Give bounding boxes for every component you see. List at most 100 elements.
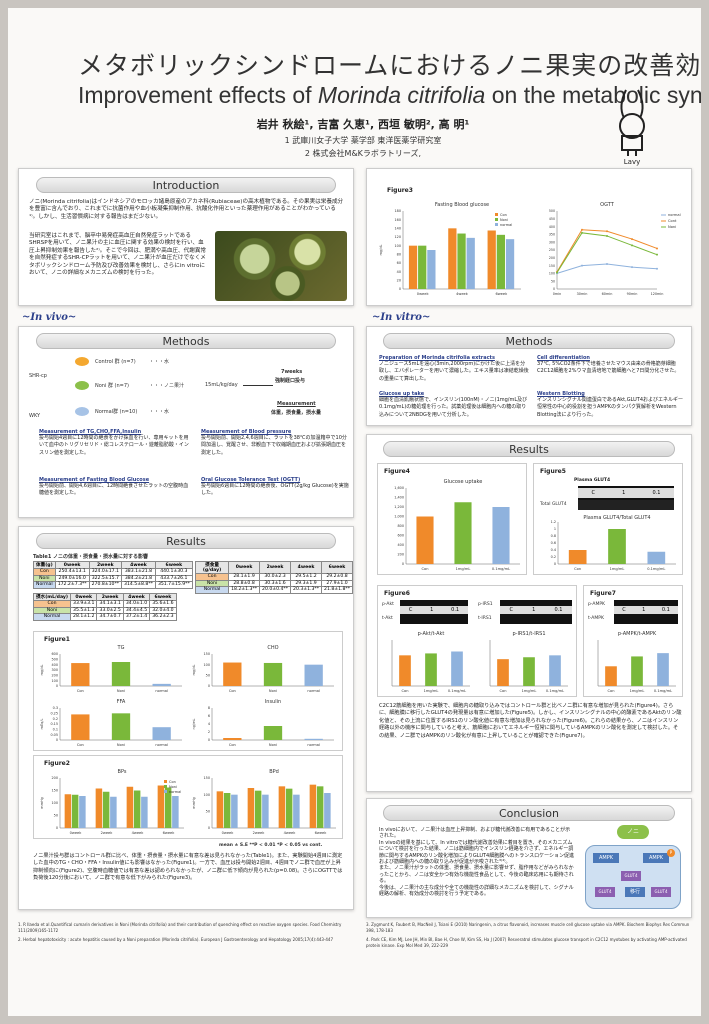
table-cell: 28.1±1.2 <box>70 613 98 621</box>
table-header-cell: 0week <box>228 561 261 574</box>
conclusion-text-3: また、ノニ果汁がラットの体重、摂食量、摂水量に影響せず、脂作用などがみられなかっ… <box>379 865 574 885</box>
bar <box>278 786 286 828</box>
bar <box>254 790 262 828</box>
bar <box>223 793 231 828</box>
y-tick-label: 0 <box>554 562 556 566</box>
mean-note: mean ± S.E **P < 0.01 *P < 0.05 vs cont. <box>219 843 323 848</box>
treat-control: ・・・水 <box>149 359 170 365</box>
introduction-panel: Introduction ノニ(Morinda citrifolia)はインドネ… <box>18 168 354 306</box>
data-point <box>656 247 658 250</box>
lane-01: 0.1 <box>652 490 661 496</box>
bar <box>324 793 331 828</box>
y-tick-label: 0.25 <box>50 712 58 716</box>
glut4-c: GLUT4 <box>651 887 671 897</box>
intro-paragraph-1: ノニ(Morinda citrifolia)はインドネシアのモロッカ諸島原産のア… <box>29 199 344 220</box>
table-header-cell: 0week <box>70 593 98 601</box>
affiliation-2: 2 株式会社M&Kラボラトリーズ, <box>304 149 422 158</box>
y-tick-label: 0 <box>402 562 404 566</box>
x-tick-label: 0week <box>417 292 430 296</box>
y-tick-label: 100 <box>204 793 210 797</box>
data-point <box>631 244 633 247</box>
rat-icon-normal <box>75 407 89 416</box>
bar <box>110 796 117 828</box>
bar <box>263 662 283 686</box>
legend-entry: Noni <box>500 218 508 222</box>
data-point <box>606 234 608 237</box>
references-right: 3. Zygmunt K, Faubert B, MacNeil J, Tsia… <box>366 922 692 948</box>
x-tick-label: 0.1mg/mL <box>546 689 564 693</box>
table-header-cell: 4week <box>290 561 323 574</box>
legend-entry: Cont <box>668 219 677 223</box>
glut4-ratio-chart: Plasma GLUT4/Total GLUT4 0 0.2 0.4 0.6 0.8 1 1.… <box>551 515 676 571</box>
treat-noni: ・・・ノニ果汁 <box>149 383 185 389</box>
rat-icon-control <box>75 357 89 366</box>
y-tick-label: 600 <box>52 652 58 656</box>
y-tick-label: 1,200 <box>394 505 404 509</box>
figure3-panel: Figure3 Fasting Blood glucose mg/dL 0 20 40 6… <box>366 168 692 306</box>
m2-title: Measurement of Blood pressure <box>201 429 292 435</box>
v4-text: インスリンシグナル関連蛋白であるAkt,GLUT4およびエネルギー恒常性の中心的… <box>537 397 684 418</box>
figure1-box: Figure1 TG mg/dL 0 100 200 300 400 500 600 Con Non… <box>33 631 343 751</box>
bar <box>293 794 300 828</box>
y-tick-label: 80 <box>397 253 401 257</box>
legend-swatch <box>495 213 498 216</box>
y-tick-label: 100 <box>549 272 555 276</box>
ogtt-chart: OGTT 0 50 100 150 200 250 300 350 400 450 500 0min 30… <box>549 202 681 296</box>
v1-title: Preparation of Morinda citrifolia extrac… <box>379 355 495 361</box>
chart-title: CHO <box>267 645 278 651</box>
bar <box>102 791 110 828</box>
ampk-lane-c: C <box>622 607 626 613</box>
irs-lane-01: 0.1 <box>554 607 563 613</box>
bar <box>71 663 90 686</box>
figure6-label: Figure6 <box>384 590 410 597</box>
table-food: 摂食量(g/day) 0week 2week 4week 6week Con 28.1±1.… <box>194 561 353 594</box>
fasting-glucose-chart: Fasting Blood glucose mg/dL 0 20 40 60 80 100 12… <box>379 202 521 296</box>
y-tick-label: 50 <box>206 810 210 814</box>
bar <box>657 653 669 686</box>
akt-lanes: C 1 0.1 <box>400 606 468 614</box>
legend-swatch <box>164 790 167 793</box>
bar <box>497 659 509 686</box>
y-tick-label: 0.15 <box>50 722 58 726</box>
legend-entry: Noni <box>668 225 676 229</box>
weeks: 7weeks <box>281 369 303 375</box>
move-label: 移行 <box>625 887 645 897</box>
bar <box>608 529 626 564</box>
x-tick-label: normal <box>155 743 168 747</box>
y-tick-label: 0 <box>553 287 555 291</box>
x-tick-label: 0week <box>70 831 83 835</box>
y-tick-label: 0 <box>56 684 58 688</box>
bar <box>523 657 535 686</box>
y-tick-label: 1 <box>554 527 556 531</box>
conclusion-text-2: In vivoの結果を基にして、In vitroでは糖代謝改善効果に着目を置き、… <box>379 839 575 866</box>
y-tick-label: 600 <box>398 534 404 538</box>
x-tick-label: Noni <box>117 743 125 747</box>
bar <box>568 550 587 564</box>
figure2-box: Figure2 BPs mmHg 0 50 100 150 200 0week 2week 4we… <box>33 755 343 839</box>
table-cell: 35.5±1.3 <box>70 606 98 614</box>
x-tick-label: 1mg/mL <box>456 567 471 571</box>
table-cell: 33.0±2.5 <box>96 606 124 614</box>
chart-title: TG <box>117 645 125 651</box>
legend-entry: normal <box>500 223 512 227</box>
lavy-logo: Lavy <box>608 86 656 166</box>
y-tick-label: 500 <box>549 209 555 213</box>
table-row: Normal 18.2±1.3** 20.0±0.4** 20.3±1.3** 21.8… <box>194 586 353 594</box>
y-tick-label: 200 <box>398 553 404 557</box>
x-tick-label: Con <box>77 743 84 747</box>
lane-1: 1 <box>622 490 626 496</box>
bar <box>285 788 293 828</box>
data-point <box>606 230 608 233</box>
title-japanese: メタボリックシンドロームにおけるノニ果実の改善効果 <box>78 51 701 80</box>
y-tick-label: 4 <box>208 722 210 726</box>
v1-text: ノニジュース5mLを遠心(3min,2000rpm)にかけた後に上清を分取し、エ… <box>379 361 529 382</box>
x-tick-label: 0.1mg/mL <box>448 689 466 693</box>
table-cell: 29.2±0.8 <box>321 573 353 581</box>
bar <box>95 788 103 828</box>
x-tick-label: 90min <box>627 292 638 296</box>
y-tick-label: 0 <box>208 684 210 688</box>
group-normal: Normal群 (n=10) <box>95 409 138 415</box>
chart-title: FFA <box>117 699 126 705</box>
intro-paragraph-2: 当研究室はこれまで、脳卒中易発症高血圧自然発症ラットであるSHRSPを用いて、ノ… <box>29 233 207 277</box>
